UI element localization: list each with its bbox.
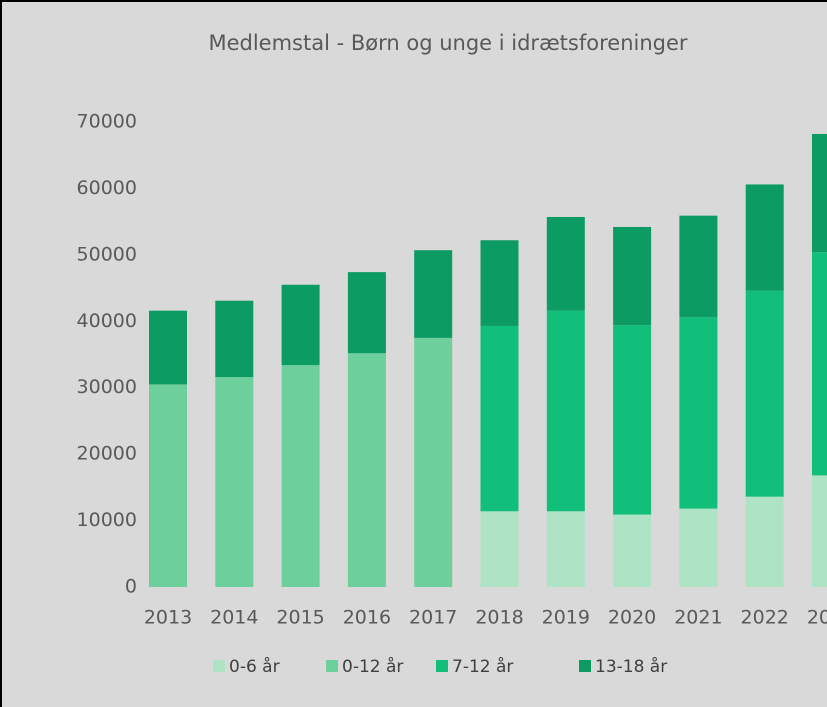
bar-segment: [812, 252, 827, 476]
bar-segment: [215, 377, 254, 587]
x-tick-label: 2014: [210, 607, 258, 629]
x-tick-label: 2020: [608, 607, 656, 629]
bar-segment: [745, 496, 784, 587]
bar-segment: [149, 384, 187, 587]
x-tick-label: 2017: [409, 607, 457, 629]
y-tick-label: 0: [125, 576, 137, 598]
x-tick-label: 2018: [475, 607, 523, 629]
bar-segment: [613, 226, 652, 326]
bar-segment: [281, 284, 320, 366]
legend-swatch: [579, 660, 591, 672]
bar-segment: [546, 216, 585, 311]
bar-segment: [679, 508, 718, 587]
bar-segment: [745, 184, 784, 291]
legend-swatch: [326, 660, 338, 672]
x-tick-label: 2013: [144, 607, 192, 629]
y-tick-label: 70000: [77, 111, 137, 133]
bar-segment: [546, 511, 585, 587]
legend-label: 13-18 år: [595, 656, 667, 677]
y-tick-label: 40000: [77, 310, 137, 332]
bar-segment: [613, 325, 652, 515]
x-tick-label: 2015: [276, 607, 324, 629]
legend-swatch: [436, 660, 448, 672]
bar-segment: [812, 133, 827, 253]
bar-segment: [745, 290, 784, 497]
bar-segment: [414, 250, 453, 338]
x-tick-label: 2021: [674, 607, 722, 629]
x-tick-label: 2016: [343, 607, 391, 629]
bar-segment: [414, 337, 453, 587]
bar-segment: [679, 317, 718, 509]
legend-label: 0-6 år: [229, 656, 280, 677]
bar-segment: [149, 310, 187, 385]
x-tick-label: 2023: [807, 607, 827, 629]
y-tick-label: 30000: [77, 376, 137, 398]
y-tick-label: 10000: [77, 509, 137, 531]
y-tick-label: 50000: [77, 243, 137, 265]
y-tick-label: 60000: [77, 177, 137, 199]
bar-segment: [347, 353, 386, 587]
bar-segment: [480, 511, 519, 587]
chart-title: Medlemstal - Børn og unge i idrætsforeni…: [208, 31, 687, 55]
bar-segment: [812, 475, 827, 587]
bar-segment: [215, 300, 254, 378]
bar-segment: [480, 325, 519, 512]
bar-segment: [679, 215, 718, 318]
bar-segment: [546, 310, 585, 512]
bar-segment: [347, 272, 386, 354]
bar-segment: [480, 240, 519, 326]
x-tick-label: 2022: [741, 607, 789, 629]
y-tick-label: 20000: [77, 443, 137, 465]
x-tick-label: 2019: [542, 607, 590, 629]
legend-label: 0-12 år: [342, 656, 403, 677]
bar-segment: [281, 365, 320, 587]
bar-segment: [613, 514, 652, 587]
legend-label: 7-12 år: [452, 656, 513, 677]
legend-swatch: [213, 660, 225, 672]
